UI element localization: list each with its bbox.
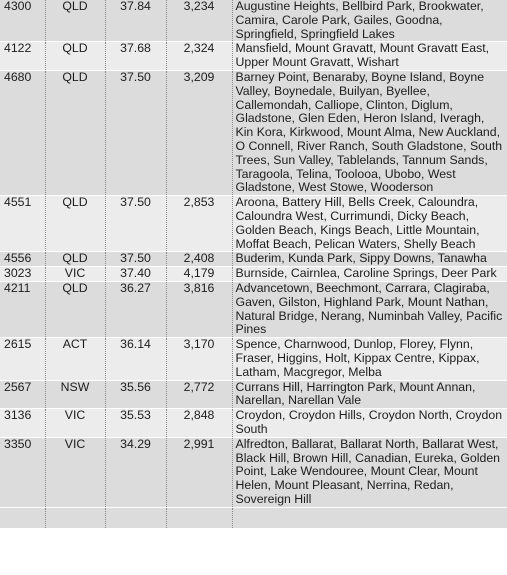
state-cell: QLD bbox=[44, 281, 105, 339]
state-cell: VIC bbox=[44, 437, 105, 508]
count-cell: 2,848 bbox=[165, 408, 232, 438]
suburbs-cell: Advancetown, Beechmont, Carrara, Clagira… bbox=[231, 281, 507, 339]
percent-cell: 34.29 bbox=[104, 437, 166, 508]
count-cell: 3,234 bbox=[165, 0, 232, 43]
state-cell: QLD bbox=[44, 252, 105, 268]
state-cell: QLD bbox=[44, 42, 105, 71]
percent-cell: 36.27 bbox=[104, 281, 166, 339]
table-row: 4680 QLD 37.50 3,209 Barney Point, Benar… bbox=[0, 70, 507, 197]
state-cell: QLD bbox=[44, 70, 105, 197]
suburbs-cell: Burnside, Cairnlea, Caroline Springs, De… bbox=[231, 266, 507, 282]
state-cell: NSW bbox=[44, 380, 105, 410]
percent-cell: 37.84 bbox=[104, 0, 166, 43]
table-row: 3136 VIC 35.53 2,848 Croydon, Croydon Hi… bbox=[0, 408, 507, 438]
postcode-cell: 2615 bbox=[0, 337, 45, 381]
postcode-cell: 2567 bbox=[0, 380, 45, 410]
postcode-cell: 4551 bbox=[0, 195, 45, 253]
percent-cell: 37.50 bbox=[104, 195, 166, 253]
table-row: 4300 QLD 37.84 3,234 Augustine Heights, … bbox=[0, 0, 507, 43]
table-row: 3023 VIC 37.40 4,179 Burnside, Cairnlea,… bbox=[0, 266, 507, 282]
postcode-cell: 4680 bbox=[0, 70, 45, 197]
table-row: 4551 QLD 37.50 2,853 Aroona, Battery Hil… bbox=[0, 195, 507, 253]
count-cell: 3,170 bbox=[165, 337, 232, 381]
table-row: 4122 QLD 37.68 2,324 Mansfield, Mount Gr… bbox=[0, 42, 507, 71]
postcode-cell: 3136 bbox=[0, 408, 45, 438]
percent-cell: 37.50 bbox=[104, 252, 166, 268]
state-cell: QLD bbox=[44, 0, 105, 43]
state-cell: QLD bbox=[44, 195, 105, 253]
state-cell: VIC bbox=[44, 266, 105, 282]
percent-cell: 37.68 bbox=[104, 42, 166, 71]
percent-cell: 37.50 bbox=[104, 70, 166, 197]
table-row: 2615 ACT 36.14 3,170 Spence, Charnwood, … bbox=[0, 337, 507, 381]
suburbs-cell: Barney Point, Benaraby, Boyne Island, Bo… bbox=[231, 70, 507, 197]
postcode-cell: 4300 bbox=[0, 0, 45, 43]
percent-cell: 35.56 bbox=[104, 380, 166, 410]
suburbs-cell: Croydon, Croydon Hills, Croydon North, C… bbox=[231, 408, 507, 438]
table-row: 2567 NSW 35.56 2,772 Currans Hill, Harri… bbox=[0, 380, 507, 410]
count-cell: 2,324 bbox=[165, 42, 232, 71]
postcode-cell: 3350 bbox=[0, 437, 45, 508]
postcode-cell: 4211 bbox=[0, 281, 45, 339]
count-cell: 2,408 bbox=[165, 252, 232, 268]
table-row-continuation bbox=[0, 507, 507, 529]
table-row: 4211 QLD 36.27 3,816 Advancetown, Beechm… bbox=[0, 281, 507, 339]
count-cell: 2,853 bbox=[165, 195, 232, 253]
count-cell: 4,179 bbox=[165, 266, 232, 282]
count-cell: 2,991 bbox=[165, 437, 232, 508]
postcode-table: 4300 QLD 37.84 3,234 Augustine Heights, … bbox=[0, 0, 507, 529]
count-cell: 3,816 bbox=[165, 281, 232, 339]
suburbs-cell: Spence, Charnwood, Dunlop, Florey, Flynn… bbox=[231, 337, 507, 381]
count-cell: 2,772 bbox=[165, 380, 232, 410]
percent-cell: 37.40 bbox=[104, 266, 166, 282]
count-cell: 3,209 bbox=[165, 70, 232, 197]
postcode-cell: 3023 bbox=[0, 266, 45, 282]
suburbs-cell: Aroona, Battery Hill, Bells Creek, Calou… bbox=[231, 195, 507, 253]
suburbs-cell: Alfredton, Ballarat, Ballarat North, Bal… bbox=[231, 437, 507, 508]
suburbs-cell: Currans Hill, Harrington Park, Mount Ann… bbox=[231, 380, 507, 410]
suburbs-cell: Augustine Heights, Bellbird Park, Brookw… bbox=[231, 0, 507, 43]
suburbs-cell: Buderim, Kunda Park, Sippy Downs, Tanawh… bbox=[231, 252, 507, 268]
postcode-cell: 4122 bbox=[0, 42, 45, 71]
percent-cell: 36.14 bbox=[104, 337, 166, 381]
state-cell: ACT bbox=[44, 337, 105, 381]
table-row: 4556 QLD 37.50 2,408 Buderim, Kunda Park… bbox=[0, 252, 507, 268]
percent-cell: 35.53 bbox=[104, 408, 166, 438]
state-cell: VIC bbox=[44, 408, 105, 438]
suburbs-cell: Mansfield, Mount Gravatt, Mount Gravatt … bbox=[231, 42, 507, 71]
postcode-cell: 4556 bbox=[0, 252, 45, 268]
table-row: 3350 VIC 34.29 2,991 Alfredton, Ballarat… bbox=[0, 437, 507, 508]
